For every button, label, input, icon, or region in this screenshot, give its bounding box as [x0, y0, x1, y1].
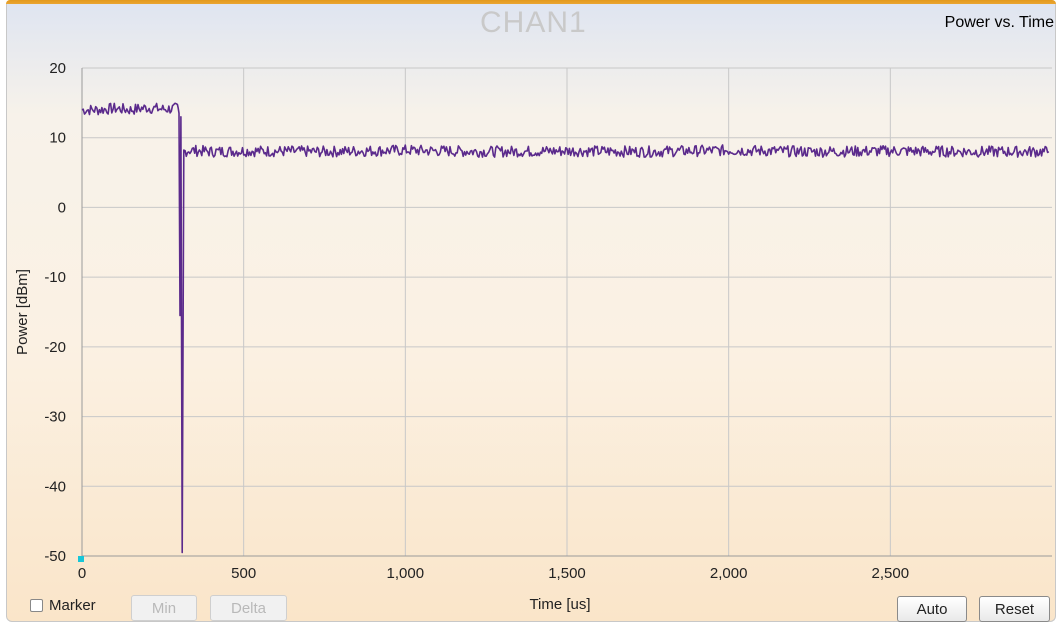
y-tick-label: -30 [44, 409, 66, 426]
x-tick-label: 1,500 [548, 565, 586, 582]
y-tick-label: -20 [44, 339, 66, 356]
y-tick-label: 10 [49, 130, 66, 147]
x-axis-label: Time [us] [529, 596, 590, 613]
grid-lines [82, 68, 1052, 556]
marker-toggle[interactable]: Marker [30, 597, 96, 614]
time-cursor-marker[interactable] [78, 556, 84, 562]
marker-checkbox[interactable] [30, 599, 43, 612]
y-tick-label: -10 [44, 269, 66, 286]
x-tick-label: 1,000 [387, 565, 425, 582]
tick-labels: 20 10 0 -10 -20 -30 -40 -50 0 500 1,000 1,500 2,000 2… [44, 60, 909, 582]
reset-button[interactable]: Reset [979, 596, 1050, 622]
marker-label: Marker [49, 597, 96, 614]
y-tick-label: -40 [44, 478, 66, 495]
min-button[interactable]: Min [131, 595, 197, 621]
y-axis-label: Power [dBm] [14, 269, 31, 355]
x-tick-label: 0 [78, 565, 86, 582]
x-tick-label: 2,000 [710, 565, 748, 582]
series-line [82, 103, 1049, 552]
y-tick-label: -50 [44, 548, 66, 565]
series-traces [82, 103, 1049, 552]
y-tick-label: 20 [49, 60, 66, 77]
auto-button[interactable]: Auto [897, 596, 967, 622]
delta-button[interactable]: Delta [210, 595, 287, 621]
y-tick-label: 0 [58, 199, 66, 216]
x-tick-label: 2,500 [872, 565, 910, 582]
x-tick-label: 500 [231, 565, 256, 582]
